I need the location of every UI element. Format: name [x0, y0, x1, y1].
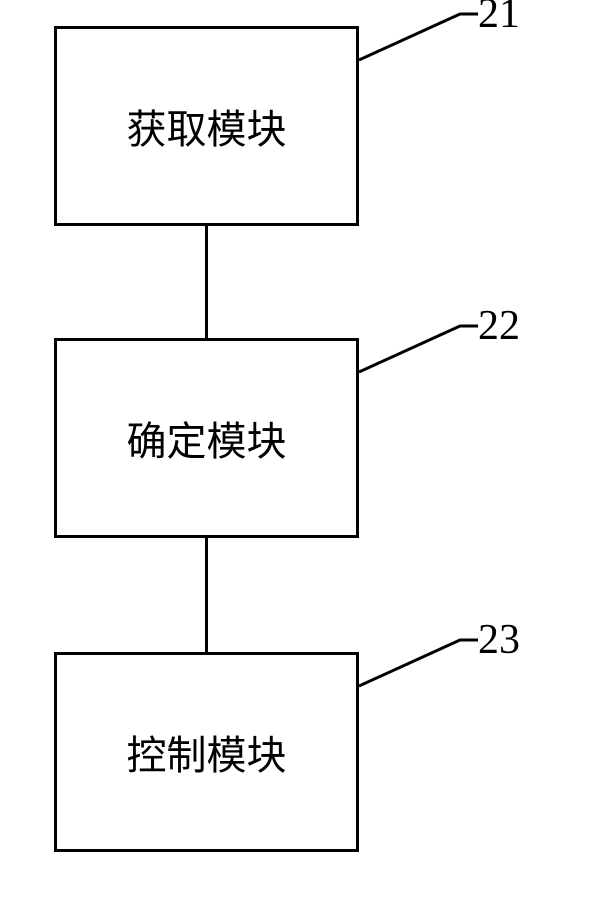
callout-text: 23: [478, 617, 520, 663]
callout-label-23: 23: [478, 619, 520, 661]
leader-line-23: [0, 0, 590, 908]
diagram-canvas: 获取模块 确定模块 控制模块 21 22 23: [0, 0, 590, 908]
